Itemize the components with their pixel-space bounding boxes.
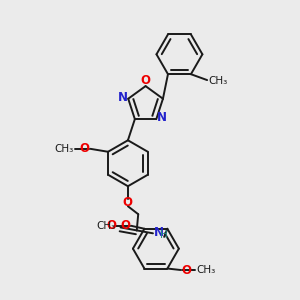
Text: CH₃: CH₃ xyxy=(96,221,116,231)
Text: O: O xyxy=(182,263,191,277)
Text: N: N xyxy=(118,91,128,104)
Text: O: O xyxy=(80,142,89,155)
Text: O: O xyxy=(123,196,133,209)
Text: CH₃: CH₃ xyxy=(196,265,215,275)
Text: CH₃: CH₃ xyxy=(208,76,227,86)
Text: O: O xyxy=(141,74,151,87)
Text: H: H xyxy=(160,230,168,240)
Text: N: N xyxy=(154,226,164,239)
Text: CH₃: CH₃ xyxy=(54,144,73,154)
Text: N: N xyxy=(157,111,166,124)
Text: O: O xyxy=(107,220,117,232)
Text: O: O xyxy=(120,219,130,232)
